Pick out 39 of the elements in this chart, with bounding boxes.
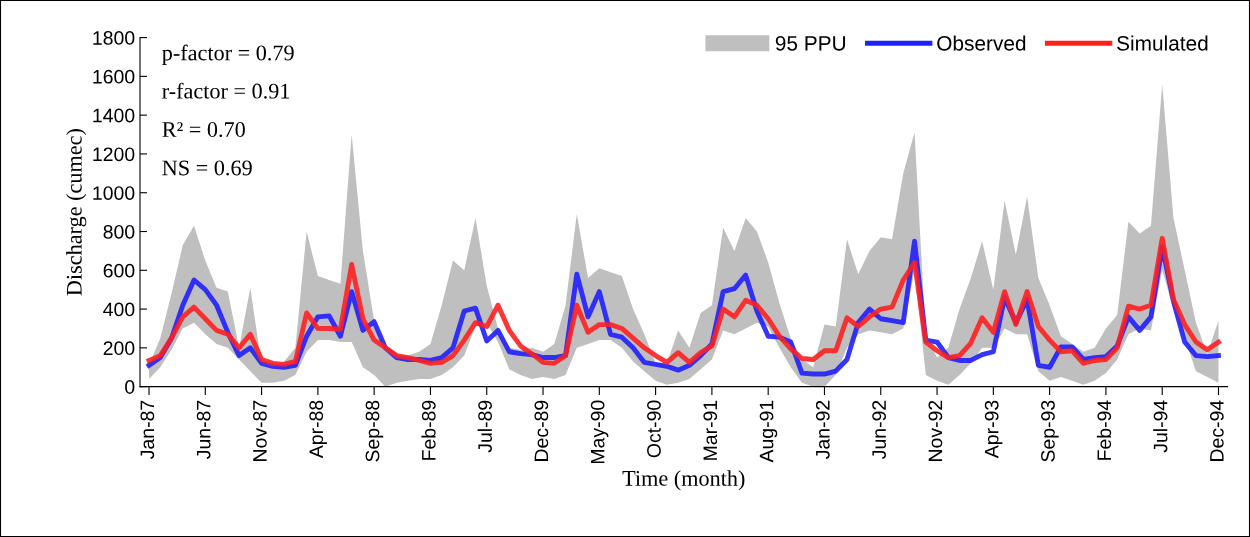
x-tick-label: Sep-93 [1041, 400, 1059, 462]
y-tick-label: 1400 [93, 108, 135, 123]
x-tick-label: Dec-89 [534, 400, 549, 461]
x-tick-label: Jun-92 [872, 400, 886, 459]
x-axis-title: Time (month) [622, 470, 745, 491]
y-tick-label: 1800 [93, 31, 135, 45]
y-tick-label: 1600 [93, 69, 135, 84]
annotation: p-factor = 0.79 [162, 44, 294, 65]
x-tick-label: Oct-90 [647, 400, 661, 458]
x-tick-label: Apr-93 [984, 400, 1003, 459]
y-tick-label: 0 [125, 380, 135, 394]
legend-label: Observed [937, 35, 1026, 51]
x-tick-label: Feb-94 [1096, 400, 1112, 460]
y-axis-title: Discharge (cumec) [66, 129, 87, 296]
x-tick-label: Sep-88 [365, 400, 384, 462]
y-tick-label: 800 [103, 224, 135, 239]
legend-label: Simulated [1117, 35, 1208, 51]
x-tick-label: Feb-89 [421, 400, 436, 460]
x-tick-label: Nov-92 [928, 400, 943, 461]
x-tick-label: Dec-94 [1209, 400, 1224, 461]
x-tick-label: Apr-88 [309, 400, 327, 459]
x-tick-label: Jul-94 [1153, 400, 1168, 453]
x-tick-label: Mar-91 [703, 400, 718, 460]
legend-label: 95 PPU [775, 35, 846, 51]
y-tick-label: 400 [103, 302, 135, 317]
x-tick-label: Jan-87 [140, 400, 155, 459]
annotation: r-factor = 0.91 [162, 82, 290, 99]
x-tick-label: Jan-92 [815, 400, 830, 459]
x-tick-label: Jun-87 [196, 400, 211, 459]
y-tick-label: 1000 [93, 186, 135, 200]
y-tick-label: 600 [103, 263, 135, 278]
x-tick-label: Aug-91 [759, 400, 778, 463]
y-tick-label: 1200 [93, 147, 135, 162]
annotation: R² = 0.70 [162, 122, 245, 138]
annotation: NS = 0.69 [162, 160, 252, 176]
x-tick-label: May-90 [590, 400, 609, 464]
x-tick-label: Jul-89 [477, 400, 492, 453]
x-tick-label: Nov-87 [253, 400, 267, 461]
y-tick-label: 200 [103, 341, 135, 356]
